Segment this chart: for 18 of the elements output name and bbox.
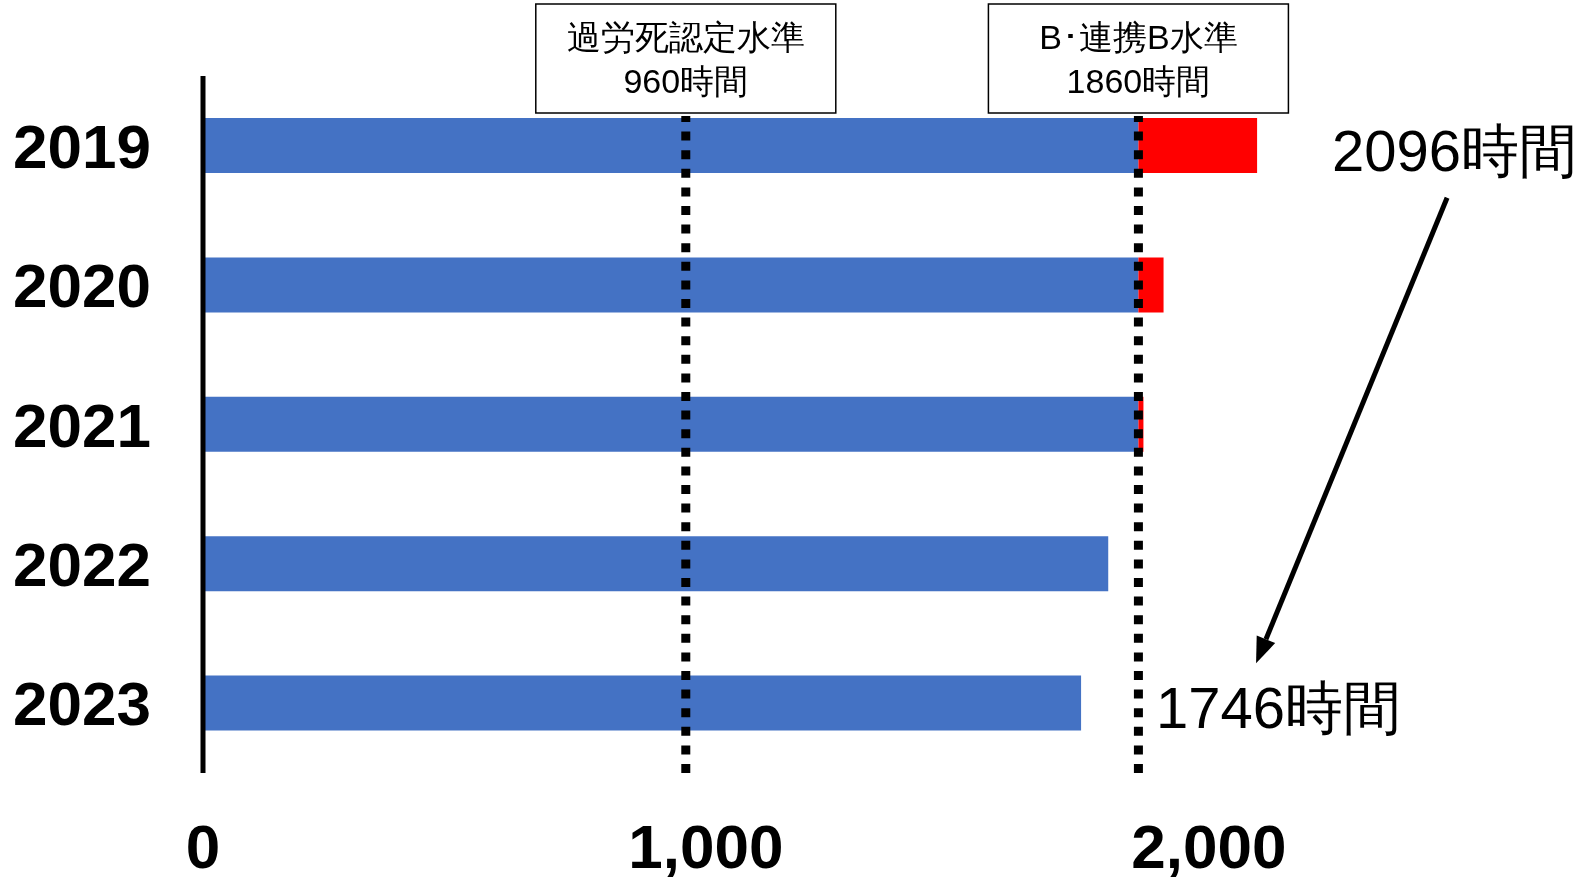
y-tick-label: 2023	[13, 669, 151, 739]
bar	[203, 675, 1082, 731]
x-tick-label: 0	[185, 812, 221, 877]
x-tick-label: 1,000	[628, 812, 784, 877]
x-tick-label: 2,000	[1131, 812, 1287, 877]
bar	[203, 536, 1109, 592]
y-tick-label: 2020	[13, 251, 151, 321]
bar	[1138, 118, 1258, 173]
ref-line-label: B･連携B水準 1860時間	[1039, 18, 1238, 100]
bar	[203, 257, 1139, 313]
ref-line-label: 過労死認定水準 960時間	[566, 18, 805, 100]
bar	[203, 396, 1139, 452]
y-tick-label: 2021	[13, 390, 151, 460]
y-tick-label: 2019	[13, 111, 151, 181]
y-tick-label: 2022	[13, 529, 151, 599]
annotation: 1746時間	[1156, 674, 1402, 740]
annotation: 2096時間	[1332, 117, 1578, 183]
bar	[203, 118, 1139, 173]
